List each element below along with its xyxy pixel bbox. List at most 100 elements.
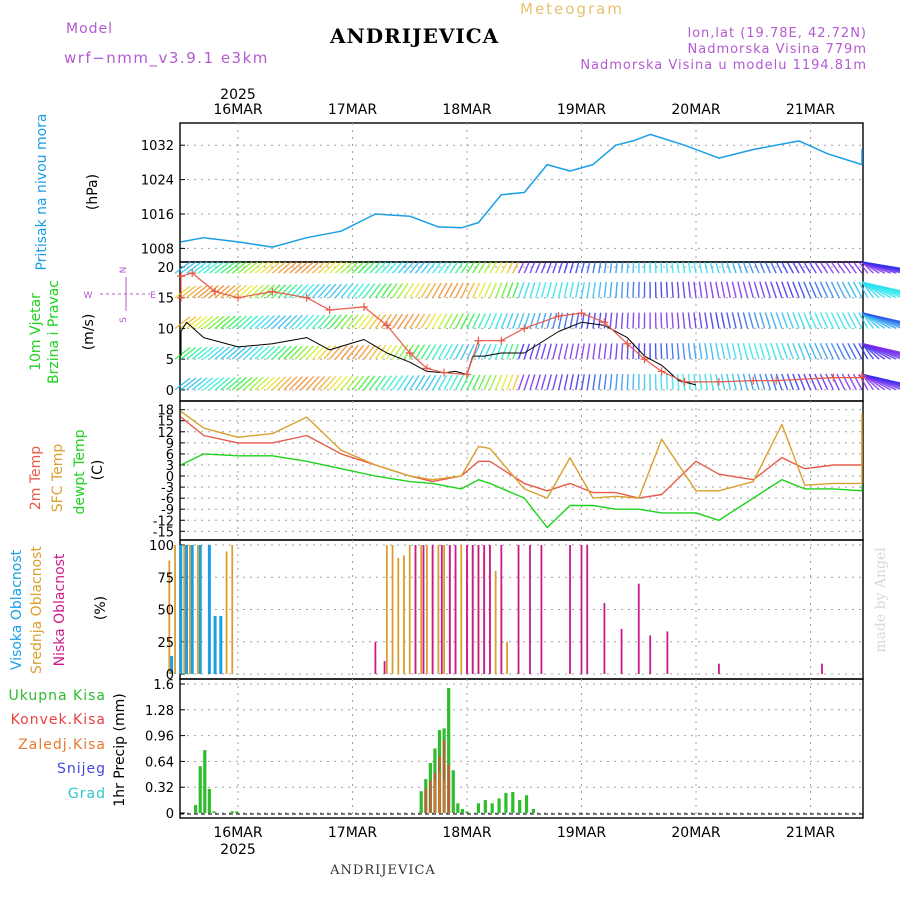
cloud-bar-mid — [437, 545, 440, 674]
wind-barb — [420, 282, 431, 299]
wind-barb — [380, 283, 392, 299]
wind-barb — [775, 261, 783, 274]
wind-gust-marker — [520, 324, 529, 333]
wind-barb — [748, 373, 754, 391]
wind-barb — [203, 346, 219, 360]
wind-barb — [609, 312, 613, 329]
wind-barb — [231, 261, 247, 274]
wind-barb — [753, 312, 760, 329]
wind-barb — [592, 281, 596, 298]
x-date-label-top: 21MAR — [786, 102, 835, 118]
legend-total-rain: Ukupna Kisa — [8, 688, 106, 704]
wind-barb — [300, 261, 315, 274]
wind-barb — [609, 281, 613, 298]
wind-barb — [792, 373, 800, 391]
wind-barb — [369, 313, 381, 329]
wind-barb — [704, 281, 709, 298]
wind-barb — [283, 314, 298, 329]
year-top: 2025 — [220, 87, 256, 103]
cloud-bar-mid — [168, 560, 171, 674]
wind-barb — [369, 375, 381, 391]
wind-barb — [186, 377, 202, 391]
wind-barb — [841, 281, 852, 299]
wind-barb — [552, 282, 558, 298]
wind-barb — [449, 282, 459, 299]
wind-barb — [306, 283, 320, 299]
wind-barb — [797, 373, 806, 391]
wind-barb — [632, 343, 635, 360]
wind-barb — [517, 282, 525, 298]
wind-barb — [698, 343, 703, 360]
precip-bar-conv-rain — [429, 780, 432, 813]
wind-barb — [586, 281, 591, 298]
wind-barb — [770, 342, 777, 360]
cloud-bar-mid — [391, 545, 394, 674]
wind-barb — [180, 316, 197, 329]
precip-bar-total-rain — [465, 811, 469, 813]
wind-barb — [289, 345, 303, 360]
wind-barb — [781, 373, 789, 391]
wind-barb — [726, 281, 732, 298]
wind-barb — [563, 282, 569, 298]
wind-barb — [847, 342, 857, 360]
wind-barb — [243, 376, 259, 391]
wind-barb — [803, 261, 812, 274]
cloud-bar-high — [207, 545, 211, 674]
wind-barb — [351, 344, 365, 360]
wind-barb — [671, 343, 674, 360]
y-tick-label: 0.96 — [145, 730, 174, 745]
wind-barb — [374, 283, 387, 299]
wind-gust-marker — [382, 321, 391, 330]
wind-barb — [363, 344, 376, 360]
y-tick-label: -3 — [161, 481, 174, 496]
wind-barb — [830, 312, 840, 329]
wind-barb — [737, 281, 743, 298]
wind-barb — [277, 284, 292, 299]
wind-barb — [306, 345, 320, 360]
wind-barb — [682, 261, 686, 274]
wind-barb — [174, 261, 191, 274]
x-date-label-top: 16MAR — [213, 102, 262, 118]
cloud-bar-high — [170, 655, 174, 674]
wind-barb — [836, 373, 846, 391]
wind-barb — [323, 283, 337, 299]
wind-barb — [220, 261, 236, 274]
wind-label-1: 10m Vjetar — [28, 293, 44, 371]
wind-barb — [214, 261, 231, 274]
wind-barb — [203, 285, 219, 299]
svg-text:W: W — [84, 291, 93, 301]
wind-barb — [203, 261, 219, 274]
wind-barb — [552, 374, 558, 391]
precip-bar-conv-rain — [442, 740, 446, 813]
wind-barb — [580, 261, 585, 274]
wind-barb — [808, 342, 817, 360]
wind-barb — [557, 261, 563, 274]
wind-barb — [483, 282, 492, 298]
wind-barb — [529, 374, 536, 391]
wind-barb — [797, 281, 806, 298]
wind-barb — [443, 282, 453, 299]
wind-barb — [615, 261, 618, 274]
wind-barb — [443, 261, 453, 274]
y-tick-label: 5 — [166, 353, 174, 368]
cloud-bar-low — [383, 661, 386, 674]
wind-barb — [847, 312, 857, 329]
wind-barb — [460, 261, 470, 274]
wind-barb — [432, 344, 442, 360]
wind-barb — [552, 312, 558, 329]
y-tick-label: -6 — [161, 492, 174, 507]
wind-barb — [397, 261, 409, 274]
wind-barb — [704, 343, 709, 360]
wind-barb — [432, 261, 442, 274]
wind-barb — [775, 342, 783, 360]
wind-barb — [753, 373, 760, 391]
wind-barb — [306, 314, 320, 329]
wind-barb — [546, 312, 552, 329]
wind-barb — [803, 281, 812, 298]
wind-barb — [665, 373, 669, 390]
cloud-bar-mid — [426, 545, 428, 674]
wind-barb — [346, 283, 359, 299]
wind-barb — [300, 345, 315, 360]
wind-barb — [819, 342, 829, 360]
wind-barb — [753, 342, 760, 360]
